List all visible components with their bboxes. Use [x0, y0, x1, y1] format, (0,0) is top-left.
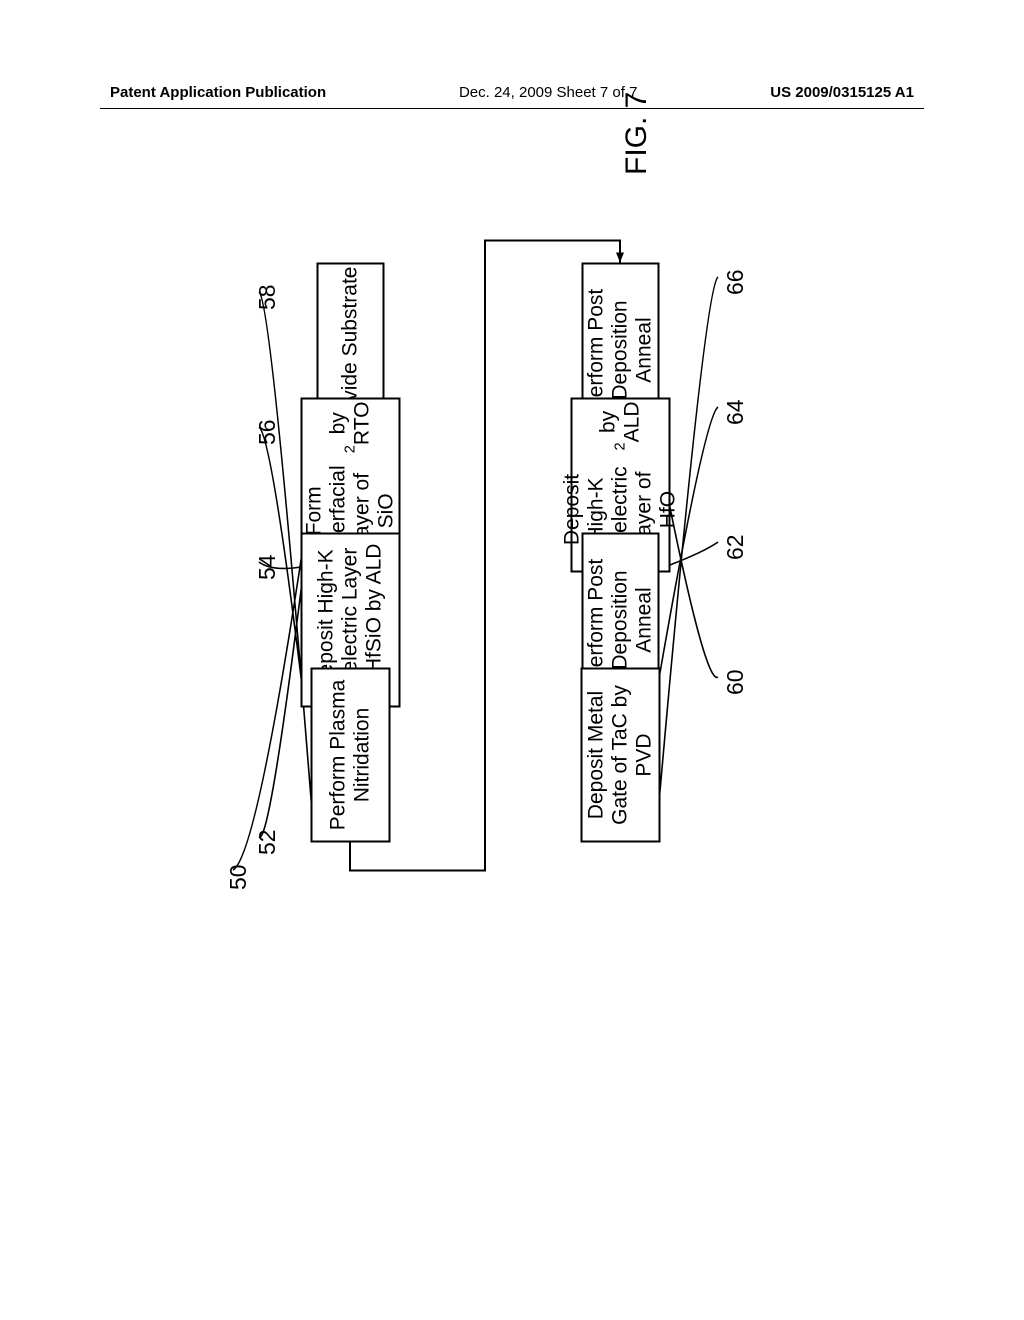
- figure-label: FIG. 7: [620, 92, 654, 175]
- ref-label-52: 52: [254, 829, 281, 855]
- ref-label-62: 62: [722, 534, 749, 560]
- ref-label-56: 56: [254, 419, 281, 445]
- ref-label-50: 50: [225, 864, 252, 890]
- flowchart-diagram: Provide SubstrateForm Interfacial Layer …: [0, 0, 1024, 1320]
- flow-node-66: Deposit Metal Gate of TaC by PVD: [580, 668, 660, 843]
- ref-label-60: 60: [722, 669, 749, 695]
- flow-node-58: Perform Plasma Nitridation: [310, 668, 390, 843]
- ref-label-66: 66: [722, 269, 749, 295]
- arrow-layer: [0, 0, 1024, 1320]
- ref-label-54: 54: [254, 554, 281, 580]
- ref-label-58: 58: [254, 284, 281, 310]
- ref-label-64: 64: [722, 399, 749, 425]
